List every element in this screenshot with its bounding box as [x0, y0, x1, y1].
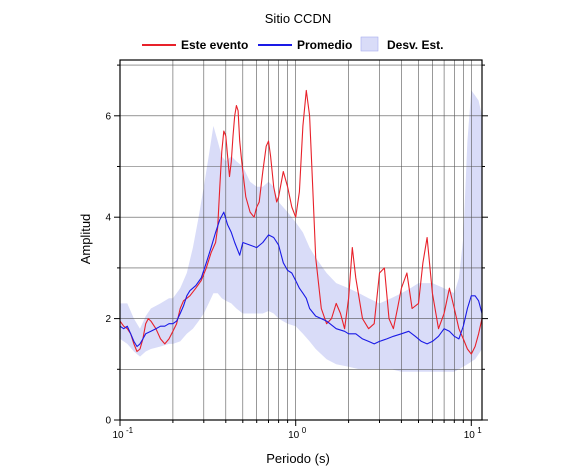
plot-frame [119, 59, 483, 421]
x-tick-label-base: 10 [288, 430, 300, 441]
series-line-promedio [119, 211, 483, 348]
std-dev-band [120, 90, 482, 372]
y-tick-label: 6 [105, 111, 111, 122]
legend-item: Desv. Est. [360, 36, 443, 52]
y-tick-label: 4 [105, 213, 111, 224]
legend-label: Promedio [297, 38, 352, 52]
x-tick-label: 10 -1 [112, 426, 133, 441]
grid [119, 60, 482, 420]
x-tick-label-exponent: 0 [302, 426, 307, 435]
legend-label: Desv. Est. [387, 38, 443, 52]
legend-item: Promedio [258, 38, 352, 52]
x-tick-label: 10 1 [464, 426, 483, 441]
x-tick-label: 10 0 [288, 426, 307, 441]
x-tick-label-base: 10 [464, 430, 476, 441]
legend-swatch-desv-est [360, 36, 379, 52]
x-axis-label: Periodo (s) [266, 451, 330, 466]
y-axis-label: Amplitud [78, 214, 93, 265]
legend-label: Este evento [181, 38, 248, 52]
x-tick-label-exponent: -1 [126, 426, 134, 435]
y-tick-label: 0 [105, 416, 111, 427]
legend-item: Este evento [142, 38, 248, 52]
y-tick-label: 2 [105, 314, 111, 325]
chart-title: Sitio CCDN [265, 11, 331, 26]
legend: Este evento Promedio Desv. Est. [142, 36, 443, 52]
series-line-este-evento [119, 89, 483, 355]
x-tick-label-exponent: 1 [477, 426, 482, 435]
x-tick-label-base: 10 [112, 430, 124, 441]
